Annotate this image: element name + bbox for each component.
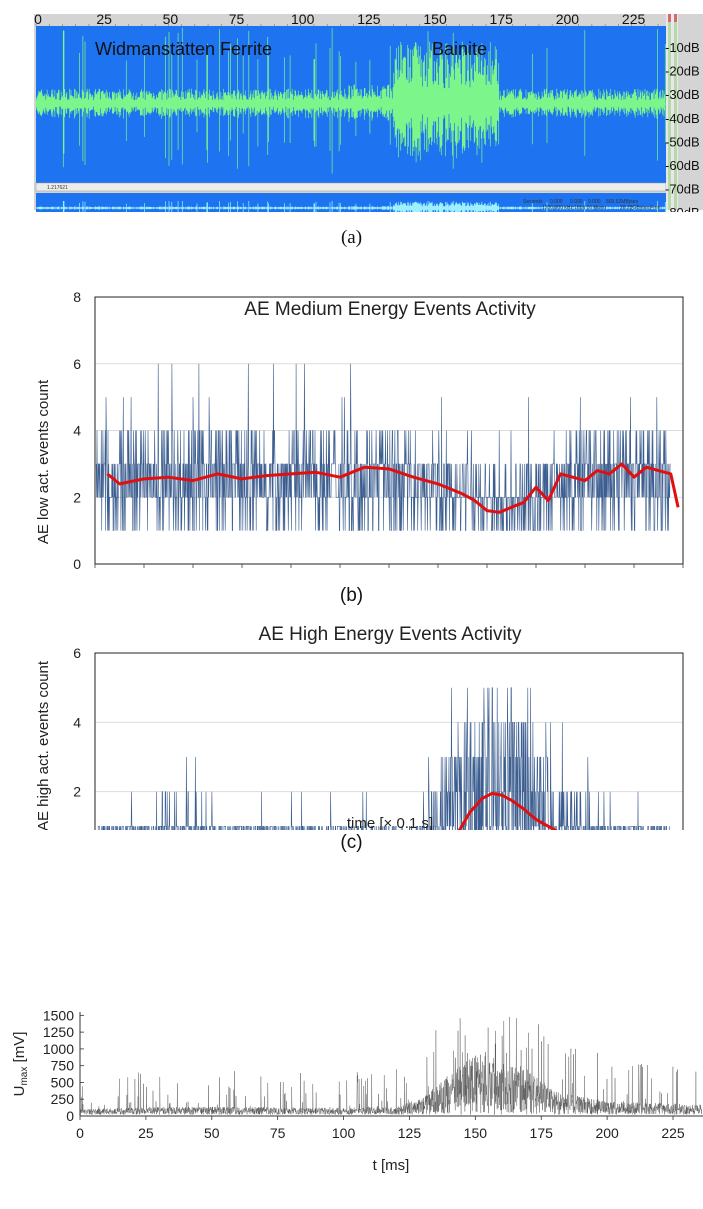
x-tick-label: 0 <box>76 1125 84 1141</box>
status-selection-start: 0.000 <box>550 199 563 205</box>
y-tick-label: 6 <box>73 356 81 372</box>
x-tick-label: 150 <box>464 1125 488 1141</box>
y-tick-label: 1250 <box>43 1024 74 1040</box>
level-meter-peak-right <box>674 14 677 22</box>
db-scale-label: -60dB <box>665 158 700 173</box>
level-meter-peak-left <box>668 14 671 22</box>
ylabel-sub: max <box>19 1067 30 1086</box>
db-scale-label: -70dB <box>665 182 700 197</box>
x-tick-label: 200 <box>595 1125 619 1141</box>
high-energy-chart: AE High Energy Events Activity AE high a… <box>35 624 684 830</box>
db-scale-label: -20dB <box>665 64 700 79</box>
status-free-space: 28.29GBytes Free <box>620 205 661 211</box>
time-tick-label: 75 <box>229 11 245 27</box>
raw-activity-trace <box>97 687 670 830</box>
y-tick-label: 500 <box>51 1074 75 1090</box>
status-selection-end: 0.000 <box>570 199 583 205</box>
raw-activity-trace <box>95 363 671 531</box>
y-tick-label: 2 <box>73 784 81 800</box>
y-tick-label: 0 <box>73 556 81 572</box>
umax-series <box>79 1016 702 1116</box>
level-meter-left <box>668 20 671 210</box>
db-scale-label: -80dB <box>665 205 700 212</box>
x-tick-label: 175 <box>530 1125 554 1141</box>
annotation-bainite: Bainite <box>432 39 487 59</box>
waveform-time-ruler: 0 25 50 75 100 125 150 175 200 225 <box>34 11 659 27</box>
status-format: 1200,000 kHz 16bit 16 Mono <box>542 205 606 211</box>
time-tick-label: 150 <box>423 11 447 27</box>
db-scale-label: -10dB <box>665 40 700 55</box>
time-tick-label: 200 <box>556 11 580 27</box>
waveform-panel: 0 25 50 75 100 125 150 175 200 225 Widmanstätten … <box>34 11 703 212</box>
caption-c: (c) <box>340 832 363 853</box>
time-tick-label: 0 <box>34 11 42 27</box>
level-meter-right <box>674 20 677 210</box>
y-tick-label: 250 <box>51 1091 75 1107</box>
status-units: Seconds <box>523 199 543 205</box>
y-tick-label: 6 <box>73 645 81 661</box>
x-tick-label: 50 <box>204 1125 220 1141</box>
db-scale-label: -30dB <box>665 87 700 102</box>
status-selection-length: 0.000 <box>588 199 601 205</box>
chart-title: AE High Energy Events Activity <box>259 624 522 645</box>
time-tick-label: 100 <box>291 11 315 27</box>
db-scale-label: -50dB <box>665 134 700 149</box>
smoothed-series <box>106 462 680 514</box>
y-tick-label: 750 <box>51 1058 75 1074</box>
medium-energy-chart: AE Medium Energy Events Activity AE low … <box>35 290 684 572</box>
status-file-size: 569.52MBytes <box>606 199 638 205</box>
smoothed-series <box>457 791 558 830</box>
y-axis-label: AE high act. events count <box>35 660 52 830</box>
y-tick-label: 4 <box>73 423 81 439</box>
annotation-widmanstatten-ferrite: Widmanstätten Ferrite <box>95 39 272 59</box>
y-tick-label: 2 <box>73 489 81 505</box>
y-tick-label: 4 <box>73 714 81 730</box>
time-tick-label: 175 <box>490 11 514 27</box>
y-tick-label: 0 <box>66 1108 74 1124</box>
db-scale-label: -40dB <box>665 111 700 126</box>
x-tick-label: 25 <box>138 1125 154 1141</box>
overview-position-label: 1.217621 <box>47 185 68 191</box>
raw-series <box>95 363 671 531</box>
umax-trace <box>79 1016 702 1116</box>
time-tick-label: 125 <box>357 11 381 27</box>
time-tick-label: 225 <box>622 11 646 27</box>
plot-frame <box>94 652 684 830</box>
y-axis-label: AE low act. events count <box>35 379 52 544</box>
y-axis-label: Umax [mV] <box>11 1032 30 1097</box>
y-tick-label: 8 <box>73 290 81 305</box>
ylabel-main: U <box>11 1086 28 1097</box>
time-tick-label: 25 <box>96 11 112 27</box>
caption-b: (b) <box>339 585 364 606</box>
y-tick-label: 1000 <box>43 1041 74 1057</box>
overview-signal <box>35 201 666 212</box>
x-tick-label: 75 <box>270 1125 286 1141</box>
x-axis-label: t [ms] <box>373 1157 410 1174</box>
raw-series <box>97 687 670 830</box>
time-tick-label: 50 <box>163 11 179 27</box>
x-tick-label: 100 <box>332 1125 356 1141</box>
status-bar: Seconds 0.000 0.000 0.000 569.52MBytes 1… <box>523 199 661 211</box>
chart-title: AE Medium Energy Events Activity <box>244 299 536 320</box>
caption-a: (a) <box>340 227 363 248</box>
x-tick-label: 125 <box>398 1125 422 1141</box>
x-axis-label: time [× 0.1 s] <box>347 815 433 830</box>
waveform-scrollbar[interactable] <box>35 182 667 192</box>
ylabel-unit: [mV] <box>11 1032 28 1067</box>
y-tick-label: 1500 <box>43 1007 74 1023</box>
x-tick-label: 225 <box>661 1125 685 1141</box>
db-scale: -10dB -20dB -30dB -40dB -50dB -60dB -70dB -80dB <box>665 40 700 212</box>
